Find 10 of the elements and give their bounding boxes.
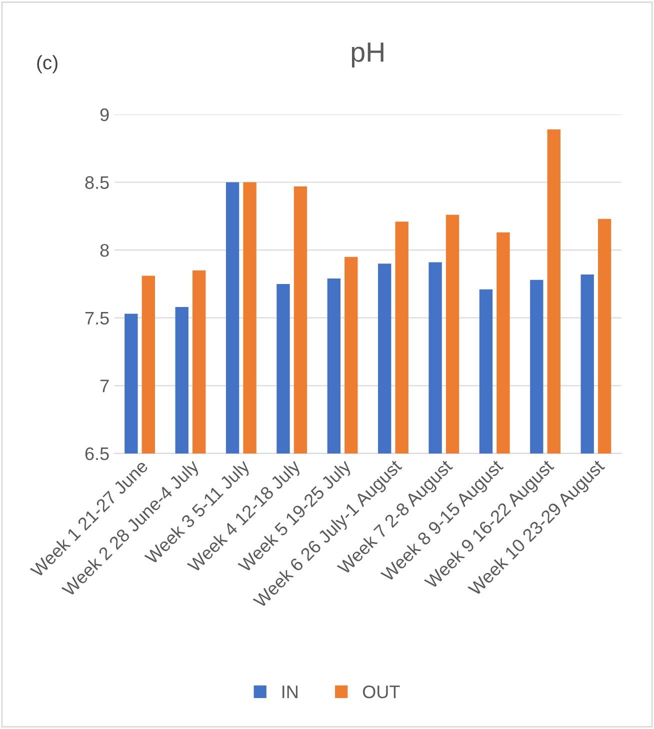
text: (c) <box>37 55 58 74</box>
legend-label: OUT <box>362 685 400 698</box>
y-tick-label: 7 <box>100 380 109 392</box>
y-tick-label: 8 <box>100 244 109 257</box>
y-tick-label: 6.5 <box>85 447 109 460</box>
y-tick-label: 7.5 <box>85 312 109 325</box>
chart-title: pH <box>352 42 384 68</box>
y-tick-label: 8.5 <box>85 176 109 189</box>
y-tick-label: 9 <box>100 108 109 122</box>
legend-label: IN <box>282 686 298 698</box>
